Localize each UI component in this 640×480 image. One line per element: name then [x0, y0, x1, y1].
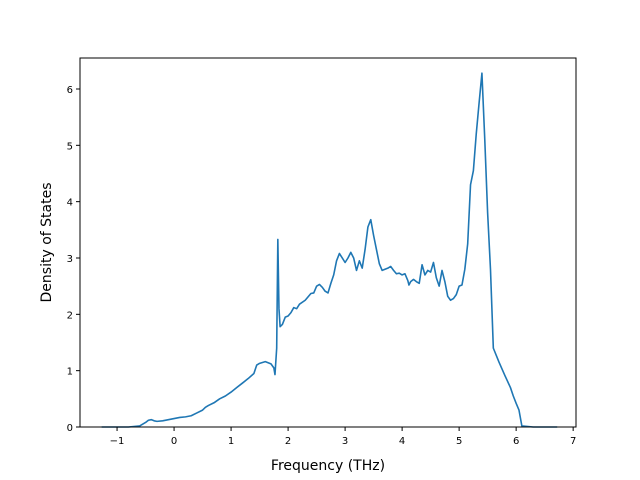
y-tick-label: 1 [67, 367, 73, 378]
x-tick-label: 7 [570, 436, 576, 447]
axes-frame [79, 57, 577, 428]
x-tick-label: 3 [342, 436, 348, 447]
y-tick-label: 0 [67, 423, 73, 434]
x-tick-label: 0 [171, 436, 177, 447]
x-tick-label: −1 [110, 436, 125, 447]
y-tick-label: 6 [67, 85, 73, 96]
x-tick-label: 5 [456, 436, 462, 447]
y-tick-label: 4 [67, 198, 73, 209]
x-tick-label: 4 [399, 436, 405, 447]
x-tick-label: 6 [513, 436, 519, 447]
y-tick-label: 5 [67, 141, 73, 152]
y-tick-label: 2 [67, 310, 73, 321]
x-axis-label: Frequency (THz) [271, 458, 385, 474]
y-tick-label: 3 [67, 254, 73, 265]
x-tick-label: 2 [285, 436, 291, 447]
dos-line [101, 72, 558, 428]
x-tick-label: 1 [228, 436, 234, 447]
y-axis-label: Density of States [39, 183, 55, 303]
axis-ticks: −1 0 1 2 3 4 5 6 7 0 1 2 3 4 5 6 [67, 85, 577, 447]
plot-area [101, 72, 558, 428]
